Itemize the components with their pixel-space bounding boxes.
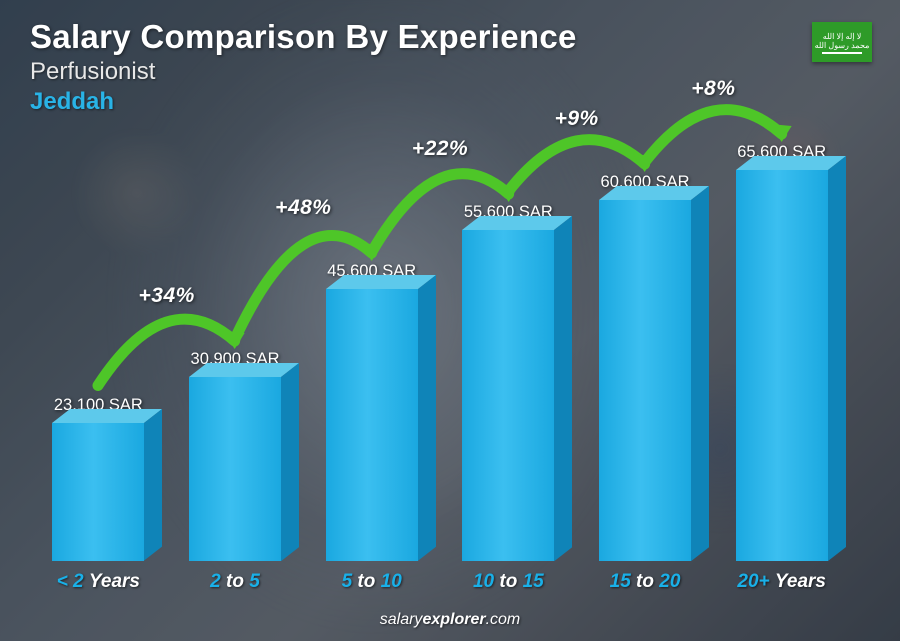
bar-side-face	[281, 363, 299, 561]
bar	[462, 230, 554, 561]
flag-sword-icon	[822, 52, 862, 54]
bar-top-face	[189, 363, 281, 377]
bar-front	[462, 230, 554, 561]
x-axis-labels: < 2 Years2 to 55 to 1010 to 1515 to 2020…	[30, 571, 850, 593]
header: Salary Comparison By Experience Perfusio…	[30, 18, 577, 116]
chart-title: Salary Comparison By Experience	[30, 18, 577, 56]
bar-side-face	[418, 275, 436, 561]
footer-suffix: .com	[486, 611, 521, 628]
x-axis-label: 5 to 10	[303, 571, 440, 593]
x-axis-label: 20+ Years	[713, 571, 850, 593]
bar	[736, 170, 828, 561]
growth-percentage-label: +8%	[691, 77, 735, 101]
bar-top-face	[52, 409, 144, 423]
bar-group: 55,600 SAR	[440, 130, 577, 561]
bar-side-face	[828, 156, 846, 561]
bar-top-face	[326, 275, 418, 289]
bar-front	[52, 423, 144, 561]
bar-side-face	[691, 186, 709, 561]
x-axis-label: 15 to 20	[577, 571, 714, 593]
x-axis-label: 10 to 15	[440, 571, 577, 593]
bar-group: 60,600 SAR	[577, 130, 714, 561]
chart-subtitle: Perfusionist	[30, 58, 577, 86]
bar-front	[189, 377, 281, 561]
bar-group: 30,900 SAR	[167, 130, 304, 561]
bar	[189, 377, 281, 561]
bar-side-face	[554, 216, 572, 561]
bar-top-face	[736, 156, 828, 170]
country-flag-saudi-arabia: لا إله إلا اللهمحمد رسول الله	[812, 22, 872, 62]
bar	[52, 423, 144, 561]
bar-front	[599, 200, 691, 561]
footer-attribution: salaryexplorer.com	[0, 611, 900, 629]
chart-area: +34%+48%+22%+9%+8% 23,100 SAR30,900 SAR4…	[30, 130, 850, 589]
bar-top-face	[462, 216, 554, 230]
chart-container: Salary Comparison By Experience Perfusio…	[0, 0, 900, 641]
bar-side-face	[144, 409, 162, 561]
x-axis-label: < 2 Years	[30, 571, 167, 593]
bar	[599, 200, 691, 561]
x-axis-label: 2 to 5	[167, 571, 304, 593]
bar-front	[326, 289, 418, 561]
bars-row: 23,100 SAR30,900 SAR45,600 SAR55,600 SAR…	[30, 130, 850, 561]
bar-group: 45,600 SAR	[303, 130, 440, 561]
bar-group: 23,100 SAR	[30, 130, 167, 561]
footer-domain: explorer	[422, 611, 485, 628]
bar-front	[736, 170, 828, 561]
chart-location: Jeddah	[30, 88, 577, 116]
footer-prefix: salary	[380, 611, 423, 628]
bar	[326, 289, 418, 561]
bar-group: 65,600 SAR	[713, 130, 850, 561]
bar-top-face	[599, 186, 691, 200]
flag-shahada-icon: لا إله إلا اللهمحمد رسول الله	[815, 33, 870, 51]
